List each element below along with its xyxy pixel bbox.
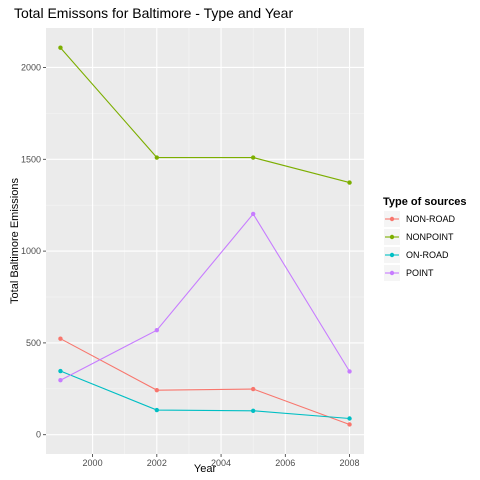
y-tick-label: 1000 [21, 246, 41, 256]
x-tick-label: 2008 [340, 458, 360, 468]
data-point [154, 155, 160, 160]
legend-key-point [389, 270, 395, 276]
series-line [60, 47, 350, 184]
major-gridlines [46, 28, 364, 454]
series-non-road [58, 336, 352, 427]
legend-item-on-road: ON-ROAD [384, 247, 449, 263]
legend-item-nonpoint: NONPOINT [384, 229, 454, 245]
legend-label: NONPOINT [406, 232, 454, 242]
plot-panel [46, 28, 364, 454]
data-point [154, 407, 160, 413]
data-point [250, 408, 256, 413]
x-tick-label: 2002 [147, 458, 167, 468]
axis-ticks: 2000 2002 2004 2006 2008 0 500 1000 1500 2000 [21, 62, 360, 468]
data-point [58, 368, 63, 374]
series-line [60, 338, 350, 425]
minor-gridlines [46, 28, 364, 454]
y-axis-title: Total Baltimore Emissions [9, 178, 21, 304]
data-point [154, 327, 160, 333]
y-tick-label: 1500 [21, 154, 41, 164]
data-point [347, 369, 352, 374]
data-point [58, 45, 63, 50]
series-line [60, 212, 351, 381]
legend-label: NON-ROAD [406, 214, 455, 224]
series-on-road [58, 368, 352, 421]
data-point [250, 155, 256, 160]
data-point [347, 416, 352, 421]
legend-label: ON-ROAD [406, 250, 449, 260]
legend-item-point: POINT [384, 265, 434, 281]
legend-key-point [389, 252, 395, 258]
data-point [58, 336, 63, 341]
data-point [347, 422, 352, 427]
x-tick-label: 2006 [275, 458, 295, 468]
legend-label: POINT [406, 268, 434, 278]
x-axis-title: Year [194, 463, 217, 475]
legend-item-non-road: NON-ROAD [384, 211, 455, 227]
data-point [154, 387, 160, 393]
legend-key-point [389, 216, 395, 222]
x-tick-label: 2000 [83, 458, 103, 468]
legend-key-point [389, 234, 395, 240]
chart-title: Total Emissons for Baltimore - Type and … [14, 5, 293, 21]
data-point [250, 211, 256, 217]
data-point [347, 180, 352, 185]
series-line [60, 370, 350, 420]
y-tick-label: 2000 [21, 62, 41, 72]
legend: Type of sources NON-ROAD NONPOINT ON-ROAD P… [383, 196, 467, 281]
series-nonpoint [58, 45, 352, 185]
series-point [58, 211, 352, 383]
legend-title: Type of sources [383, 196, 467, 208]
data-point [250, 386, 256, 392]
data-point [58, 378, 63, 383]
x-tick-label: 2004 [211, 458, 231, 468]
y-tick-label: 0 [36, 430, 41, 440]
y-tick-label: 500 [26, 338, 41, 348]
series-layer [58, 45, 352, 427]
